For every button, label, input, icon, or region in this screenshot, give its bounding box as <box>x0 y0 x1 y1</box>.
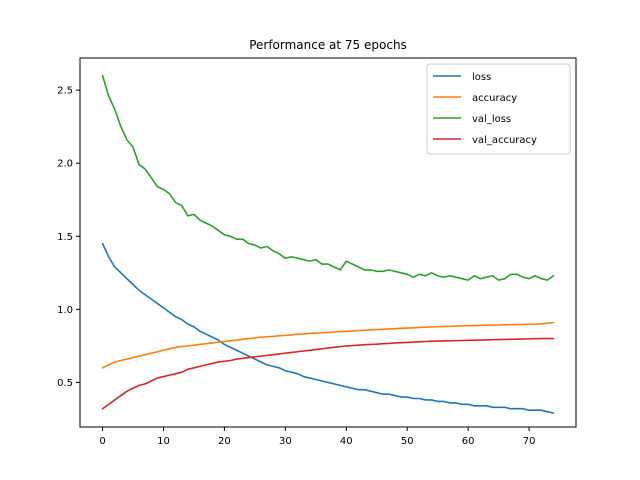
legend-label-val_accuracy: val_accuracy <box>472 135 537 146</box>
x-tick-label: 50 <box>401 436 414 447</box>
x-tick-label: 20 <box>218 436 231 447</box>
legend: loss accuracy val_loss val_accuracy <box>426 63 571 155</box>
legend-label-accuracy: accuracy <box>472 93 517 104</box>
x-tick-label: 70 <box>523 436 536 447</box>
chart-title: Performance at 75 epochs <box>249 38 407 52</box>
x-tick-label: 0 <box>99 436 105 447</box>
x-tick-label: 40 <box>340 436 353 447</box>
x-tick-label: 30 <box>279 436 292 447</box>
plot-border <box>79 57 577 428</box>
legend-box <box>426 63 571 155</box>
x-tick-label: 10 <box>157 436 170 447</box>
y-tick-label: 2.0 <box>57 159 73 170</box>
series-lines <box>101 74 555 414</box>
series-line-val_loss <box>101 74 555 281</box>
series-line-val_accuracy <box>101 337 555 410</box>
y-tick-label: 1.5 <box>57 232 73 243</box>
y-tick-label: 0.5 <box>57 378 73 389</box>
axes: 0 10 20 30 40 50 60 70 0.5 1.0 1.5 2.0 2.5 <box>57 86 535 447</box>
series-line-loss <box>101 242 555 414</box>
y-tick-label: 1.0 <box>57 305 73 316</box>
legend-label-loss: loss <box>472 72 491 83</box>
y-tick-label: 2.5 <box>57 86 73 97</box>
x-tick-label: 60 <box>462 436 475 447</box>
legend-label-val_loss: val_loss <box>472 114 511 125</box>
series-line-accuracy <box>101 321 555 369</box>
